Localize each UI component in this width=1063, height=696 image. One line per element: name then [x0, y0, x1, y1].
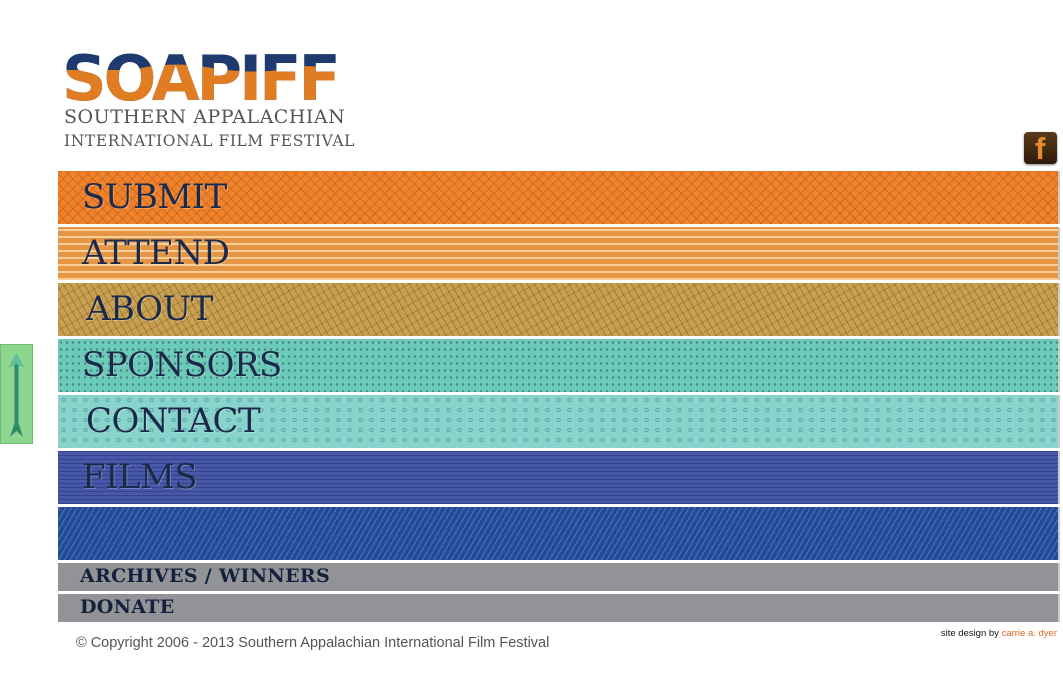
credit-prefix: site design by [940, 628, 999, 639]
nav-donate[interactable]: DONATE [58, 594, 1060, 622]
nav-attend[interactable]: ATTEND [58, 227, 1060, 280]
credit-link[interactable]: carrie a. dyer [1001, 628, 1057, 639]
nav-submit[interactable]: SUBMIT [58, 171, 1060, 224]
svg-text:SOAPIFF: SOAPIFF [62, 46, 338, 102]
nav-label: CONTACT [86, 401, 261, 441]
nav-about[interactable]: ABOUT [58, 283, 1060, 336]
facebook-link[interactable]: f [1024, 131, 1057, 166]
arrow-up-icon [9, 353, 24, 437]
nav-label: ATTEND [82, 233, 230, 273]
nav-label: ABOUT [86, 289, 213, 329]
logo-subtitle-line1: SOUTHERN APPALACHIAN [64, 106, 346, 128]
site-credit: site design by carrie a. dyer [941, 628, 1057, 639]
nav-label: ARCHIVES / WINNERS [80, 565, 330, 587]
site-logo[interactable]: SOAPIFF SOAPIFF SOUTHERN APPALACHIAN INT… [62, 46, 364, 156]
nav-label: SUBMIT [82, 177, 227, 217]
copyright-text: © Copyright 2006 - 2013 Southern Appalac… [76, 635, 550, 651]
logo-wordmark: SOAPIFF SOAPIFF [62, 46, 341, 102]
svg-text:SOAPIFF: SOAPIFF [62, 46, 338, 102]
nav-blank[interactable] [58, 507, 1060, 560]
nav-label: SPONSORS [82, 345, 282, 385]
nav-label: DONATE [80, 596, 175, 618]
nav-label: FILMS [82, 457, 198, 497]
logo-subtitle-line2: INTERNATIONAL FILM FESTIVAL [64, 132, 356, 150]
scroll-top-button[interactable] [0, 344, 33, 444]
nav-sponsors[interactable]: SPONSORS [58, 339, 1060, 392]
facebook-icon: f [1035, 131, 1046, 166]
nav-contact[interactable]: CONTACT [58, 395, 1060, 448]
nav-films[interactable]: FILMS [58, 451, 1060, 504]
nav-archives-winners[interactable]: ARCHIVES / WINNERS [58, 563, 1060, 591]
